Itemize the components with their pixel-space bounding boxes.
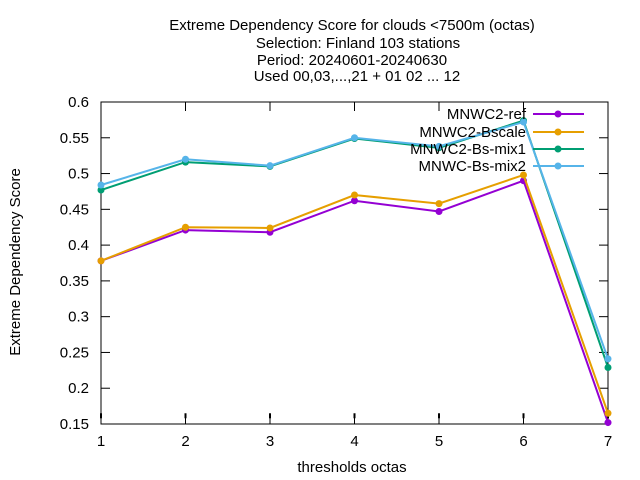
x-axis-ticks: 1 2 3 4 5 6 7 xyxy=(97,102,612,450)
data-point xyxy=(351,197,358,205)
legend-entry: MNWC2-Bscale xyxy=(419,124,584,141)
legend-label: MNWC2-ref xyxy=(447,106,527,123)
data-point xyxy=(351,191,358,199)
x-tick-label: 7 xyxy=(604,433,612,450)
y-tick-label: 0.35 xyxy=(60,273,89,290)
x-tick-label: 1 xyxy=(97,433,105,450)
series-line xyxy=(100,119,609,368)
data-point xyxy=(604,363,612,371)
title-line-2: Selection: Finland 103 stations xyxy=(256,35,460,52)
series-line xyxy=(100,173,609,414)
data-point xyxy=(520,118,527,126)
data-point xyxy=(435,142,443,150)
title-line-1: Extreme Dependency Score for clouds <750… xyxy=(169,17,535,34)
y-tick-label: 0.6 xyxy=(68,94,89,111)
y-axis-label: Extreme Dependency Score xyxy=(7,168,24,356)
chart-title: Extreme Dependency Score for clouds <750… xyxy=(169,17,535,85)
y-tick-label: 0.25 xyxy=(60,344,89,361)
legend-entry: MNWC2-Bs-mix1 xyxy=(410,141,584,158)
x-tick-label: 2 xyxy=(181,433,189,450)
data-point xyxy=(97,257,105,265)
legend-entry: MNWC-Bs-mix2 xyxy=(419,158,584,175)
data-point xyxy=(266,224,274,232)
y-axis-ticks: 0.15 0.2 0.25 0.3 0.35 0.4 0.45 0.5 0.55 0.6 xyxy=(60,94,608,433)
y-tick-label: 0.3 xyxy=(68,309,89,326)
data-point xyxy=(266,162,274,170)
title-line-3: Period: 20240601-20240630 xyxy=(257,52,447,69)
x-axis-label: thresholds octas xyxy=(297,459,406,476)
y-tick-label: 0.15 xyxy=(60,416,89,433)
y-tick-label: 0.5 xyxy=(68,166,89,183)
series-2 xyxy=(97,171,612,417)
legend-label: MNWC2-Bs-mix1 xyxy=(410,141,526,158)
x-tick-label: 6 xyxy=(519,433,527,450)
y-tick-label: 0.55 xyxy=(60,130,89,147)
data-point xyxy=(182,223,189,231)
legend-marker xyxy=(554,128,562,136)
y-tick-label: 0.2 xyxy=(68,380,89,397)
y-tick-label: 0.45 xyxy=(60,201,89,218)
x-tick-label: 3 xyxy=(266,433,274,450)
legend-label: MNWC2-Bscale xyxy=(419,124,526,141)
legend-marker xyxy=(554,110,562,118)
data-point xyxy=(520,171,527,179)
series-layer xyxy=(97,117,612,427)
data-point xyxy=(182,155,189,163)
x-tick-label: 4 xyxy=(350,433,358,450)
data-point xyxy=(604,355,612,363)
legend-marker xyxy=(554,162,562,170)
title-line-4: Used 00,03,...,21 + 01 02 ... 12 xyxy=(254,68,460,85)
legend-entry: MNWC2-ref xyxy=(447,106,584,123)
series-line xyxy=(100,179,609,423)
legend-label: MNWC-Bs-mix2 xyxy=(419,158,526,175)
data-point xyxy=(604,419,612,427)
series-1 xyxy=(97,177,612,427)
data-point xyxy=(97,186,105,194)
data-point xyxy=(435,200,443,208)
data-point xyxy=(351,134,358,142)
legend: MNWC2-refMNWC2-BscaleMNWC2-Bs-mix1MNWC-B… xyxy=(410,106,584,175)
data-point xyxy=(435,207,443,215)
legend-marker xyxy=(554,145,562,153)
series-line xyxy=(100,120,609,360)
data-point xyxy=(97,181,105,189)
x-tick-label: 5 xyxy=(435,433,443,450)
plot-frame xyxy=(100,101,609,425)
data-point xyxy=(604,409,612,417)
series-4 xyxy=(97,118,612,363)
y-tick-label: 0.4 xyxy=(68,237,89,254)
